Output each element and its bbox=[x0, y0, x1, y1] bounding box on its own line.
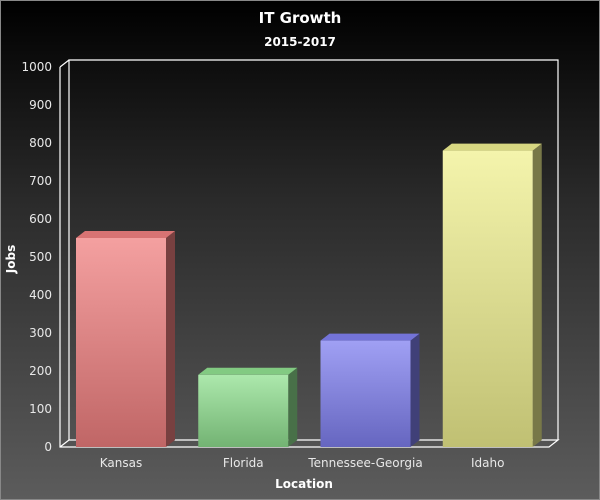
bar-side bbox=[410, 333, 420, 447]
chart-title: IT Growth bbox=[258, 9, 342, 27]
bar-tennessee-georgia bbox=[320, 333, 420, 447]
bar-side bbox=[166, 231, 175, 447]
bar-side bbox=[288, 367, 298, 447]
bar-top bbox=[198, 367, 298, 375]
y-tick-label: 100 bbox=[29, 402, 52, 416]
x-tick-label: Tennessee-Georgia bbox=[307, 456, 422, 470]
y-axis-label: Jobs bbox=[4, 245, 18, 274]
y-tick-label: 600 bbox=[29, 212, 52, 226]
bar-kansas bbox=[76, 231, 175, 447]
bar-front bbox=[198, 374, 289, 447]
y-tick-label: 700 bbox=[29, 174, 52, 188]
y-tick-label: 300 bbox=[29, 326, 52, 340]
bar-top bbox=[320, 333, 420, 341]
x-tick-label: Idaho bbox=[471, 456, 504, 470]
y-tick-label: 200 bbox=[29, 364, 52, 378]
floor bbox=[59, 67, 560, 448]
bar-front bbox=[76, 238, 166, 447]
y-tick-label: 400 bbox=[29, 288, 52, 302]
bar-top bbox=[76, 231, 175, 238]
axis-corner bbox=[59, 59, 70, 68]
chart-subtitle: 2015-2017 bbox=[264, 35, 336, 49]
x-tick-label: Kansas bbox=[100, 456, 142, 470]
bar-front bbox=[320, 340, 411, 447]
y-tick-label: 800 bbox=[29, 136, 52, 150]
bar-idaho bbox=[442, 143, 542, 447]
x-axis-label: Location bbox=[275, 477, 333, 491]
bar-top bbox=[442, 143, 542, 151]
bar-side bbox=[532, 143, 542, 447]
bar-front bbox=[442, 150, 533, 447]
x-tick-label: Florida bbox=[223, 456, 264, 470]
bar-florida bbox=[198, 367, 298, 447]
y-tick-label: 900 bbox=[29, 98, 52, 112]
y-tick-label: 0 bbox=[44, 440, 52, 454]
back-wall bbox=[68, 59, 559, 440]
y-tick-label: 1000 bbox=[21, 60, 52, 74]
y-tick-label: 500 bbox=[29, 250, 52, 264]
